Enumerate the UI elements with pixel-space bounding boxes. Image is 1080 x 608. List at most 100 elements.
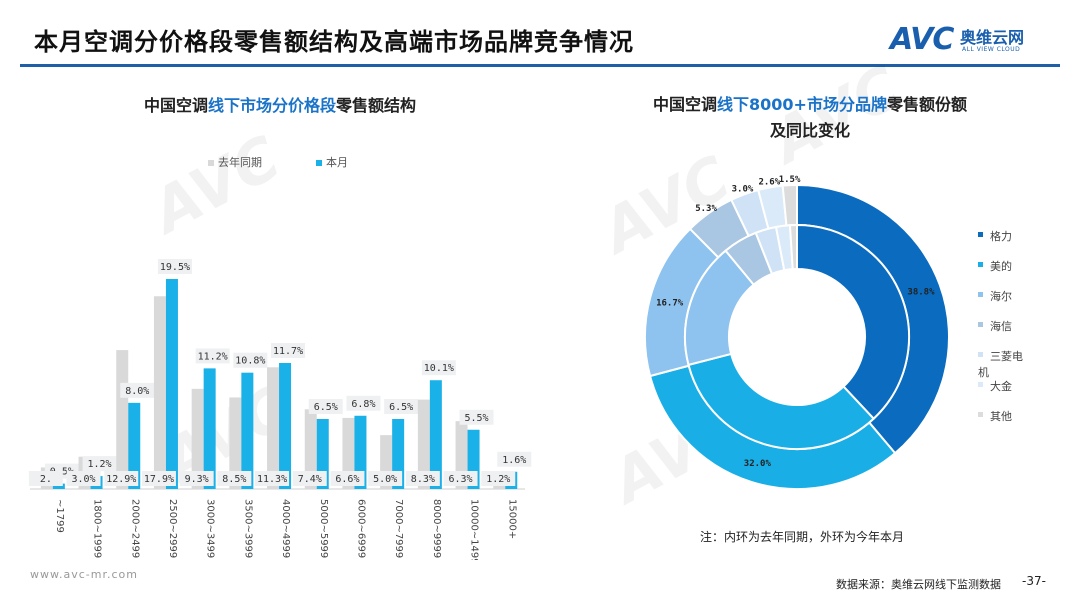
slice-label: 3.0% — [732, 185, 754, 195]
legend-swatch — [978, 412, 983, 417]
slice-label: 38.8% — [907, 288, 935, 298]
bar-prev-year — [267, 367, 280, 489]
brand-logo: AVC 奥维云网 ALL VIEW CLOUD — [890, 22, 1060, 62]
data-label-bg — [481, 471, 516, 486]
data-label-current: 1.6% — [502, 455, 526, 466]
bar-chart-title: 中国空调线下市场分价格段零售额结构 — [60, 92, 500, 116]
data-label-bg — [28, 471, 63, 486]
bar-current-month — [165, 279, 178, 489]
legend-item-haier: 海尔 — [978, 288, 1050, 318]
logo-en: ALL VIEW CLOUD — [962, 46, 1021, 53]
slice-label: 2.6% — [758, 177, 780, 187]
data-label-bg — [292, 471, 327, 486]
legend-label: 美的 — [990, 260, 1012, 273]
bar-current-month — [429, 380, 442, 489]
x-tick-label: 2500~2999 — [167, 499, 178, 558]
data-label-prev: 5.0% — [373, 474, 397, 485]
x-tick-label: 15000+ — [506, 499, 517, 539]
data-label-bg — [179, 471, 214, 486]
data-label-prev: 1.2% — [486, 474, 510, 485]
legend-swatch — [978, 292, 983, 297]
legend-label: 海信 — [990, 320, 1012, 333]
bar-prev-year — [153, 296, 166, 489]
legend-swatch — [978, 322, 983, 327]
inner-slice — [796, 223, 910, 421]
x-tick-label: 7000~7999 — [393, 499, 404, 558]
pie-title-highlight: 线下8000+市场分品牌 — [717, 95, 887, 114]
legend-label: 去年同期 — [218, 156, 262, 169]
bar-chart: 0.5%2.~17991.2%3.0%1800~19998.0%12.9%200… — [28, 259, 532, 560]
title-divider — [20, 64, 1060, 67]
footer-url[interactable]: www.avc-mr.com — [30, 568, 138, 581]
data-label-prev: 8.5% — [222, 474, 246, 485]
data-label-prev: 11.3% — [257, 474, 287, 485]
data-label-current: 1.2% — [88, 459, 112, 470]
bar-current-month — [128, 402, 141, 489]
data-label-current: 6.8% — [351, 399, 375, 410]
data-label-current: 11.2% — [198, 351, 228, 362]
data-label-bg — [368, 471, 403, 486]
data-label-bg — [308, 399, 343, 414]
bar-prev-year — [191, 388, 204, 489]
donut-chart: 38.8% 32.0% 16.7% 5.3% 3.0% 2.6%1.5% — [644, 175, 950, 490]
data-label-current: 11.7% — [273, 346, 303, 357]
data-label-bg — [346, 395, 381, 411]
data-label-prev: 7.4% — [298, 474, 322, 485]
bar-title-highlight: 线下市场分价格段 — [207, 96, 336, 115]
legend-item-mitsubishi: 三菱电机 — [978, 348, 1050, 386]
data-label-current: 8.0% — [125, 386, 149, 397]
data-label-prev: 6.6% — [335, 474, 359, 485]
legend-label: 海尔 — [990, 290, 1012, 303]
bar-current-month — [241, 372, 254, 489]
data-label-prev: 17.9% — [144, 474, 174, 485]
pie-title-pre: 中国空调 — [653, 95, 718, 114]
bar-current-month — [52, 483, 65, 489]
data-label-prev: 6.3% — [449, 474, 473, 485]
chart-note: 注：内环为去年同期，外环为今年本月 — [700, 530, 905, 544]
legend-item-midea: 美的 — [978, 258, 1050, 288]
data-label-bg — [255, 471, 290, 486]
inner-slice — [687, 352, 876, 450]
data-label-bg — [271, 343, 306, 358]
page-number: -37- — [1022, 574, 1046, 588]
data-label-bg — [421, 360, 456, 376]
slice-label: 16.7% — [656, 298, 684, 308]
data-label-current: 6.5% — [389, 402, 413, 413]
bar-current-month — [279, 363, 292, 489]
data-label-current: 10.8% — [235, 356, 265, 367]
legend-swatch — [978, 262, 983, 267]
bar-prev-year — [304, 409, 317, 489]
page-title: 本月空调分价格段零售额结构及高端市场品牌竞争情况 — [34, 28, 634, 56]
data-label-current: 5.5% — [465, 413, 489, 424]
legend-label: 大金 — [990, 380, 1012, 393]
data-label-bg — [82, 456, 117, 472]
legend-swatch — [316, 160, 322, 166]
legend-swatch — [978, 382, 983, 387]
legend-item-other: 其他 — [978, 408, 1050, 438]
data-label-prev: 8.3% — [411, 474, 435, 485]
footer-source: 数据来源：奥维云网线下监测数据 — [836, 578, 1001, 591]
data-label-bg — [443, 471, 478, 486]
pie-title-line2: 及同比变化 — [769, 121, 850, 140]
bar-legend-current: 本月 — [316, 154, 348, 170]
data-label-bg — [120, 382, 155, 398]
bar-title-pre: 中国空调 — [143, 96, 208, 115]
data-label-bg — [195, 348, 230, 364]
x-tick-label: 8000~9999 — [431, 499, 442, 558]
logo-cn: 奥维云网 — [960, 28, 1025, 47]
legend-item-hisense: 海信 — [978, 318, 1050, 348]
legend-item-gree: 格力 — [978, 228, 1050, 258]
data-label-bg — [141, 471, 176, 486]
data-label-bg — [330, 471, 365, 486]
data-label-current: 19.5% — [160, 262, 190, 273]
data-label-bg — [405, 471, 440, 486]
bar-legend-prev: 去年同期 — [208, 154, 262, 170]
bar-current-month — [354, 415, 367, 489]
x-tick-label: 10000~14999 — [469, 499, 480, 560]
data-label-bg — [497, 451, 532, 467]
data-label-prev: 9.3% — [185, 474, 209, 485]
data-label-prev: 2. — [40, 474, 52, 485]
x-tick-label: 2000~2499 — [129, 499, 140, 558]
data-label-bg — [157, 259, 192, 274]
bar-title-post: 零售额结构 — [336, 96, 417, 115]
